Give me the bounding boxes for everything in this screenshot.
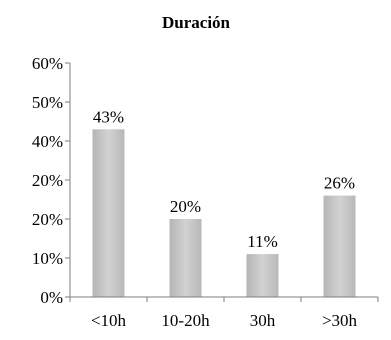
chart-title: Duración: [162, 13, 231, 32]
data-label: 43%: [93, 107, 124, 126]
x-tick-label: 30h: [250, 311, 276, 330]
y-tick-label: 20%: [32, 210, 63, 229]
bar: [169, 219, 202, 297]
x-axis: <10h 10-20h 30h >30h: [69, 296, 379, 330]
y-tick-label: 40%: [32, 132, 63, 151]
y-tick-label: 60%: [32, 54, 63, 73]
bars-group: 43% 20% 11% 26%: [92, 107, 356, 297]
x-tick-label: >30h: [322, 311, 358, 330]
x-tick-label: 10-20h: [161, 311, 210, 330]
bar: [323, 195, 356, 297]
data-label: 20%: [170, 197, 201, 216]
x-tick-label: <10h: [91, 311, 127, 330]
y-tick-label: 0%: [40, 288, 63, 307]
data-label: 26%: [324, 174, 355, 193]
bar: [246, 254, 279, 297]
bar: [92, 129, 125, 297]
y-tick-label: 20%: [32, 171, 63, 190]
y-tick-label: 10%: [32, 249, 63, 268]
data-label: 11%: [247, 232, 278, 251]
y-tick-label: 50%: [32, 93, 63, 112]
y-axis: 0% 10% 20% 20% 40% 50% 60%: [32, 54, 71, 307]
